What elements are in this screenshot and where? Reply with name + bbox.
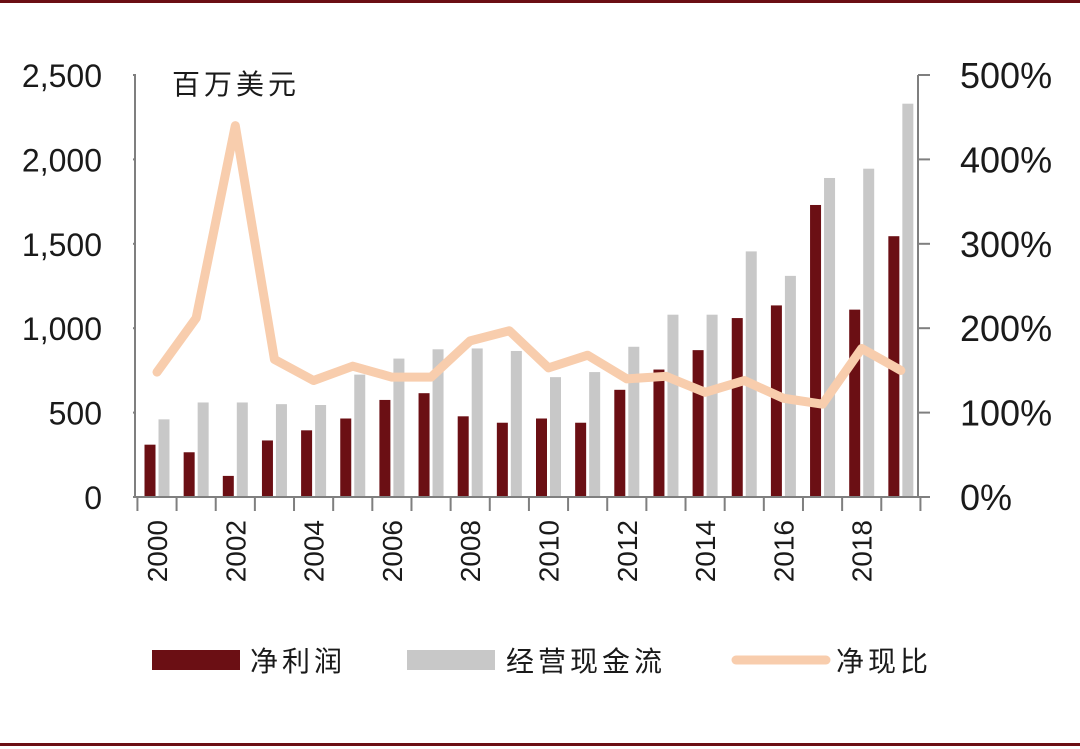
cash-ratio-point-2015: [743, 380, 745, 382]
operating-cashflow-bars: [158, 103, 914, 498]
net-profit-bar-2009: [496, 422, 508, 497]
top-border: [0, 0, 1080, 3]
net-profit-bar-2000: [144, 444, 156, 497]
cash-ratio-point-2017: [822, 403, 824, 405]
left-tick-label: 2,500: [22, 58, 102, 94]
net-profit-bar-2018: [849, 309, 861, 497]
x-tick-label: 2014: [690, 520, 721, 582]
left-tick-label: 0: [84, 480, 102, 516]
operating-cashflow-bar-2014: [706, 314, 718, 497]
right-tick-label: 300%: [960, 224, 1052, 265]
cash-ratio-point-2009: [508, 330, 510, 332]
x-tick-label: 2018: [847, 520, 878, 582]
cash-ratio-point-2005: [352, 365, 354, 367]
operating-cashflow-bar-2018: [863, 168, 875, 497]
operating-cashflow-bar-2009: [510, 350, 522, 497]
cash-ratio-point-2016: [782, 397, 784, 399]
bottom-border: [0, 743, 1080, 746]
legend: 净利润 经营现金流 净现比: [152, 645, 932, 678]
cash-ratio-point-2000: [156, 371, 158, 373]
right-tick-label: 0%: [960, 477, 1012, 518]
operating-cashflow-bar-2003: [275, 404, 287, 497]
net-profit-bar-2012: [614, 389, 626, 497]
x-tick-label: 2016: [768, 520, 799, 582]
net-profit-bar-2001: [183, 452, 195, 497]
operating-cashflow-bar-2019: [902, 103, 914, 498]
tick-labels: 0 500 1,000 1,500 2,000 2,500 0% 100% 200% 300% 40…: [22, 55, 1052, 582]
net-profit-bar-2015: [731, 318, 743, 497]
cash-ratio-point-2003: [273, 358, 275, 360]
net-profit-bar-2003: [261, 440, 273, 497]
left-tick-label: 500: [49, 396, 102, 432]
net-profit-bars: [144, 204, 900, 498]
right-tick-label: 100%: [960, 393, 1052, 434]
cash-ratio-point-2008: [469, 340, 471, 342]
x-tick-label: 2006: [377, 520, 408, 582]
cash-ratio-point-2006: [391, 376, 393, 378]
operating-cashflow-bar-2015: [745, 251, 757, 497]
cash-ratio-point-2014: [704, 391, 706, 393]
net-profit-bar-2016: [770, 305, 782, 497]
cash-ratio-point-2007: [430, 376, 432, 378]
operating-cashflow-bar-2005: [354, 374, 366, 497]
left-tick-label: 2,000: [22, 142, 102, 178]
net-profit-bar-2017: [810, 204, 822, 497]
cash-ratio-point-2011: [587, 354, 589, 356]
cash-ratio-point-2012: [626, 378, 628, 380]
operating-cashflow-bar-2008: [471, 348, 483, 497]
cash-ratio-point-2019: [900, 369, 902, 371]
legend-swatch-net-profit: [152, 650, 240, 670]
cash-ratio-line-layer: [152, 121, 906, 409]
net-profit-bar-2014: [692, 350, 704, 497]
cash-ratio-point-2004: [313, 380, 315, 382]
operating-cashflow-bar-2001: [197, 402, 209, 497]
operating-cashflow-bar-2002: [236, 402, 248, 497]
cash-ratio-point-2018: [861, 347, 863, 349]
x-tick-label: 2000: [142, 520, 173, 582]
operating-cashflow-bar-2006: [393, 358, 405, 497]
operating-cashflow-bar-2012: [628, 346, 640, 497]
net-profit-bar-2002: [222, 475, 234, 497]
net-profit-bar-2004: [301, 430, 313, 497]
net-profit-bar-2006: [379, 399, 391, 497]
operating-cashflow-bar-2017: [824, 177, 836, 497]
net-profit-bar-2007: [418, 393, 430, 497]
right-tick-label: 500%: [960, 55, 1052, 96]
net-profit-bar-2011: [575, 422, 587, 497]
net-profit-bar-2013: [653, 369, 665, 497]
cash-ratio-point-2010: [548, 367, 549, 369]
left-tick-label: 1,000: [22, 311, 102, 347]
x-tick-label: 2008: [455, 520, 486, 582]
x-tick-label: 2010: [534, 520, 565, 582]
operating-cashflow-bar-2013: [667, 314, 679, 497]
operating-cashflow-bar-2010: [550, 377, 561, 497]
unit-label: 百万美元: [172, 68, 300, 101]
net-profit-bar-2005: [340, 418, 352, 497]
x-tick-label: 2012: [612, 520, 643, 582]
legend-label-cash-ratio: 净现比: [836, 645, 932, 678]
x-tick-label: 2002: [220, 520, 251, 582]
operating-cashflow-bar-2000: [158, 419, 170, 497]
net-profit-bar-2008: [457, 416, 469, 497]
legend-label-operating-cashflow: 经营现金流: [506, 645, 666, 678]
legend-swatch-operating-cashflow: [407, 650, 495, 670]
left-tick-label: 1,500: [22, 227, 102, 263]
cash-ratio-line: [152, 121, 906, 409]
net-profit-bar-2010: [536, 418, 547, 497]
x-tick-label: 2004: [299, 520, 330, 582]
operating-cashflow-bar-2004: [315, 405, 327, 497]
right-tick-label: 200%: [960, 308, 1052, 349]
legend-label-net-profit: 净利润: [250, 645, 346, 678]
right-tick-label: 400%: [960, 139, 1052, 180]
operating-cashflow-bar-2007: [432, 349, 444, 497]
operating-cashflow-bar-2016: [784, 275, 796, 497]
operating-cashflow-bar-2011: [589, 372, 601, 497]
cash-ratio-point-2002: [234, 125, 236, 127]
cash-ratio-point-2013: [665, 375, 667, 377]
cash-ratio-point-2001: [195, 317, 197, 319]
axes: [133, 74, 930, 511]
